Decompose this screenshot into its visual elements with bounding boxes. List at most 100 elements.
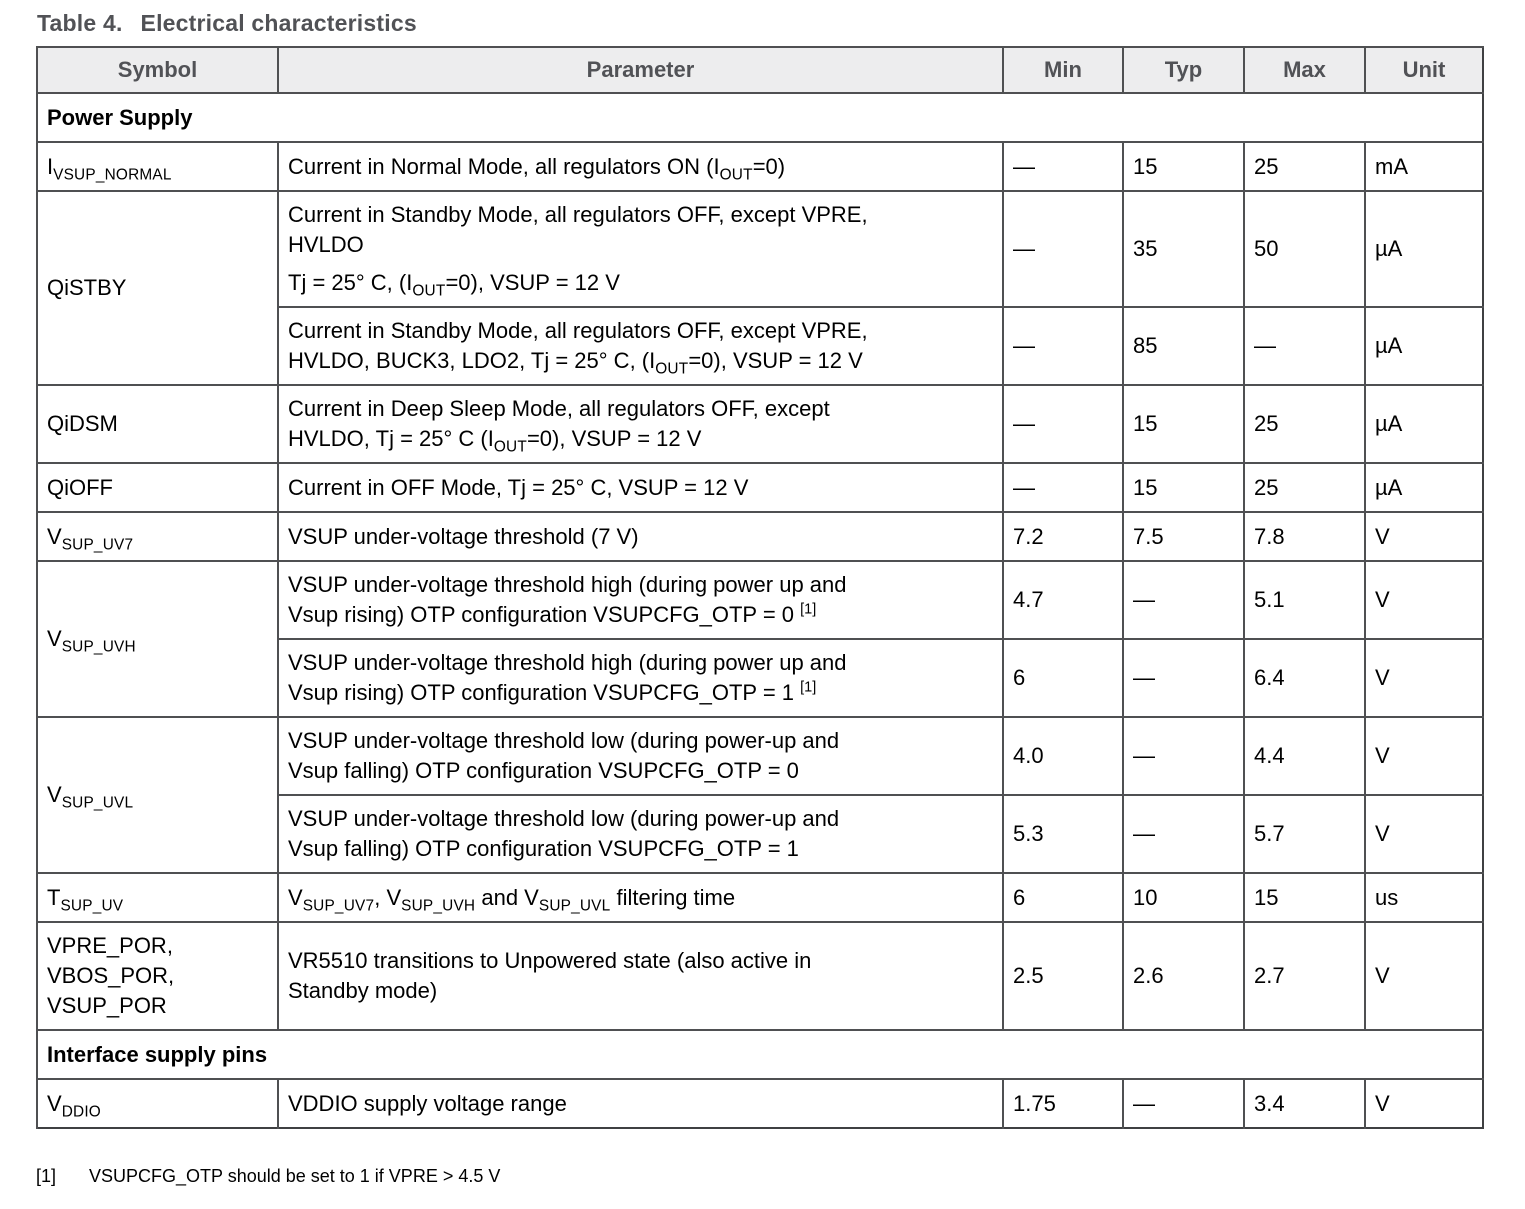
unit-cell: mA xyxy=(1364,141,1483,191)
table-row: VPRE_POR, VBOS_POR, VSUP_POR VR5510 transit… xyxy=(36,921,1483,1030)
symbol-cell: QiDSM xyxy=(36,384,278,463)
typ-cell: — xyxy=(1122,716,1244,795)
max-cell: 25 xyxy=(1243,462,1365,512)
footnote-marker: [1] xyxy=(36,1166,57,1186)
min-cell: 6 xyxy=(1002,638,1123,717)
unit-cell: µA xyxy=(1364,384,1483,463)
table-title-text: Electrical characteristics xyxy=(140,10,417,36)
table-row: TSUP_UV VSUP_UV7, VSUP_UVH and VSUP_UVL f… xyxy=(36,872,1483,922)
symbol-cell: TSUP_UV xyxy=(36,872,278,922)
parameter-cell: VDDIO supply voltage range xyxy=(277,1078,1003,1128)
parameter-cell: Current in Normal Mode, all regulators O… xyxy=(277,141,1003,191)
typ-cell: — xyxy=(1122,1078,1244,1128)
parameter-cell: Current in OFF Mode, Tj = 25° C, VSUP = … xyxy=(277,462,1003,512)
section-label: Power Supply xyxy=(36,92,1483,142)
unit-cell: V xyxy=(1364,511,1483,561)
max-cell: 5.7 xyxy=(1243,794,1365,873)
parameter-cell: Current in Deep Sleep Mode, all regulato… xyxy=(277,384,1003,463)
symbol-cell: QiOFF xyxy=(36,462,278,512)
min-cell: — xyxy=(1002,306,1123,385)
table-row: QiOFF Current in OFF Mode, Tj = 25° C, VS… xyxy=(36,462,1483,512)
unit-cell: µA xyxy=(1364,190,1483,307)
parameter-cell: Current in Standby Mode, all regulators … xyxy=(277,190,1003,307)
typ-cell: — xyxy=(1122,560,1244,639)
unit-cell: V xyxy=(1364,1078,1483,1128)
symbol-cell: IVSUP_NORMAL xyxy=(36,141,278,191)
typ-cell: 7.5 xyxy=(1122,511,1244,561)
column-header-max: Max xyxy=(1243,46,1365,93)
table-body: Power Supply IVSUP_NORMAL Current in Norma… xyxy=(36,92,1483,1128)
section-label: Interface supply pins xyxy=(36,1029,1483,1079)
symbol-cell: VSUP_UVL xyxy=(36,716,278,873)
section-row: Interface supply pins xyxy=(36,1029,1483,1079)
section-row: Power Supply xyxy=(36,92,1483,142)
unit-cell: µA xyxy=(1364,462,1483,512)
parameter-cell: Current in Standby Mode, all regulators … xyxy=(277,306,1003,385)
table-row: IVSUP_NORMAL Current in Normal Mode, all … xyxy=(36,141,1483,191)
max-cell: 25 xyxy=(1243,384,1365,463)
max-cell: 25 xyxy=(1243,141,1365,191)
parameter-cell: VSUP under-voltage threshold high (durin… xyxy=(277,560,1003,639)
header-row: Symbol Parameter Min Typ Max Unit xyxy=(36,46,1483,93)
table-row: QiDSM Current in Deep Sleep Mode, all reg… xyxy=(36,384,1483,463)
typ-cell: 2.6 xyxy=(1122,921,1244,1030)
max-cell: 5.1 xyxy=(1243,560,1365,639)
min-cell: — xyxy=(1002,384,1123,463)
footnote-text: VSUPCFG_OTP should be set to 1 if VPRE >… xyxy=(89,1166,501,1186)
parameter-cell: VSUP_UV7, VSUP_UVH and VSUP_UVL filterin… xyxy=(277,872,1003,922)
table-title-number: Table 4. xyxy=(37,10,123,36)
parameter-cell: VSUP under-voltage threshold (7 V) xyxy=(277,511,1003,561)
typ-cell: 15 xyxy=(1122,462,1244,512)
unit-cell: V xyxy=(1364,716,1483,795)
min-cell: — xyxy=(1002,141,1123,191)
column-header-typ: Typ xyxy=(1122,46,1244,93)
electrical-characteristics-table: Symbol Parameter Min Typ Max Unit Power … xyxy=(36,46,1484,1129)
unit-cell: us xyxy=(1364,872,1483,922)
min-cell: — xyxy=(1002,190,1123,307)
parameter-cell: VSUP under-voltage threshold high (durin… xyxy=(277,638,1003,717)
symbol-cell: VDDIO xyxy=(36,1078,278,1128)
table-row: Current in Standby Mode, all regulators … xyxy=(37,306,1483,385)
typ-cell: — xyxy=(1122,638,1244,717)
table-title: Table 4. Electrical characteristics xyxy=(37,10,1485,37)
min-cell: 6 xyxy=(1002,872,1123,922)
parameter-cell: VR5510 transitions to Unpowered state (a… xyxy=(277,921,1003,1030)
column-header-parameter: Parameter xyxy=(277,46,1003,93)
typ-cell: 15 xyxy=(1122,384,1244,463)
max-cell: 3.4 xyxy=(1243,1078,1365,1128)
table-row: VSUP under-voltage threshold low (during… xyxy=(37,794,1483,873)
parameter-cell: VSUP under-voltage threshold low (during… xyxy=(277,716,1003,795)
parameter-cell: VSUP under-voltage threshold low (during… xyxy=(277,794,1003,873)
table-row: VSUP_UVL VSUP under-voltage threshold low… xyxy=(36,716,1483,873)
unit-cell: µA xyxy=(1364,306,1483,385)
table-header: Symbol Parameter Min Typ Max Unit xyxy=(36,46,1483,93)
max-cell: 4.4 xyxy=(1243,716,1365,795)
min-cell: 1.75 xyxy=(1002,1078,1123,1128)
typ-cell: 35 xyxy=(1122,190,1244,307)
min-cell: — xyxy=(1002,462,1123,512)
unit-cell: V xyxy=(1364,921,1483,1030)
table-row: VSUP under-voltage threshold high (durin… xyxy=(37,638,1483,717)
unit-cell: V xyxy=(1364,638,1483,717)
min-cell: 4.0 xyxy=(1002,716,1123,795)
max-cell: 2.7 xyxy=(1243,921,1365,1030)
column-header-unit: Unit xyxy=(1364,46,1483,93)
symbol-cell: VPRE_POR, VBOS_POR, VSUP_POR xyxy=(36,921,278,1030)
table-row: VSUP_UV7 VSUP under-voltage threshold (7 … xyxy=(36,511,1483,561)
min-cell: 4.7 xyxy=(1002,560,1123,639)
max-cell: 7.8 xyxy=(1243,511,1365,561)
unit-cell: V xyxy=(1364,794,1483,873)
max-cell: 50 xyxy=(1243,190,1365,307)
symbol-cell: VSUP_UV7 xyxy=(36,511,278,561)
typ-cell: 10 xyxy=(1122,872,1244,922)
table-row: VSUP_UVH VSUP under-voltage threshold hig… xyxy=(36,560,1483,717)
min-cell: 2.5 xyxy=(1002,921,1123,1030)
max-cell: 15 xyxy=(1243,872,1365,922)
typ-cell: 85 xyxy=(1122,306,1244,385)
symbol-cell: VSUP_UVH xyxy=(36,560,278,717)
max-cell: — xyxy=(1243,306,1365,385)
table-row: QiSTBY Current in Standby Mode, all regul… xyxy=(36,190,1483,385)
column-header-symbol: Symbol xyxy=(36,46,278,93)
table-row: VDDIO VDDIO supply voltage range 1.75—3.4 V xyxy=(36,1078,1483,1128)
